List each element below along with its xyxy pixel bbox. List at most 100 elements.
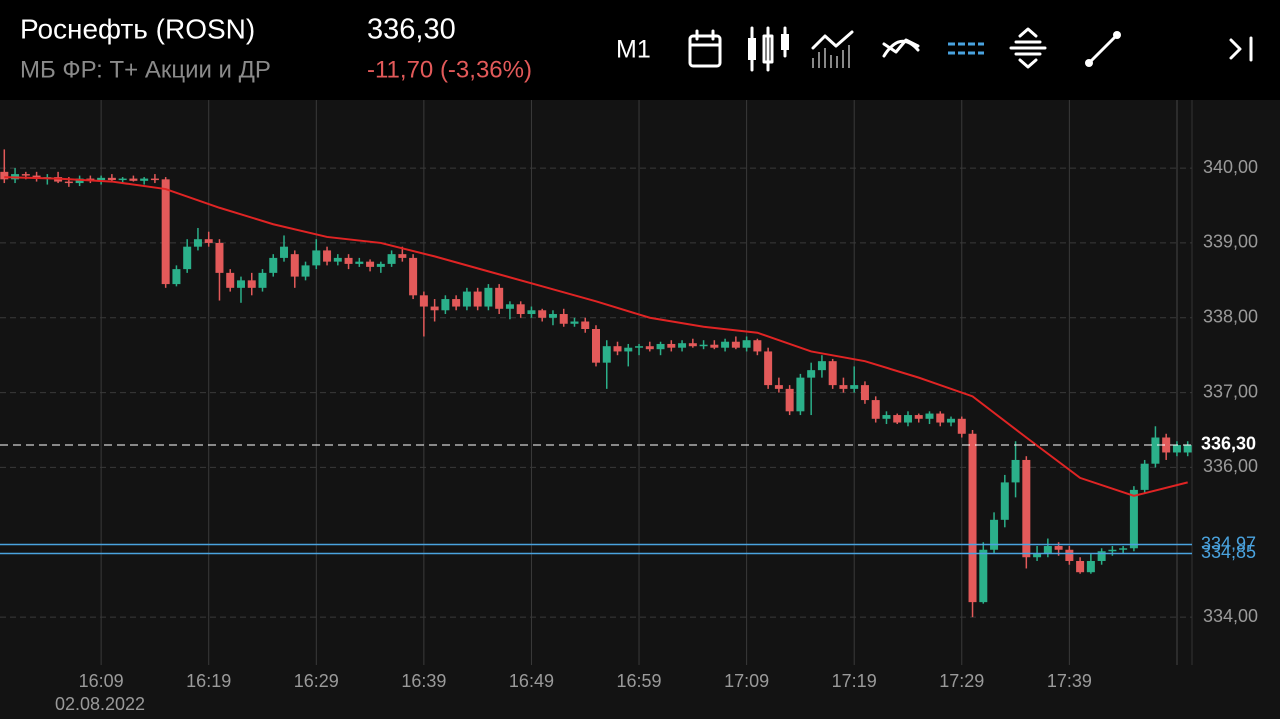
candle-body (893, 415, 902, 423)
candle-body (333, 257, 342, 262)
candle-body (64, 181, 73, 184)
candle-body (774, 385, 783, 389)
candle-body (150, 178, 159, 181)
candle-body (742, 340, 751, 348)
moving-average-line (4, 176, 1188, 497)
candles-icon[interactable] (748, 26, 789, 72)
candle-body (161, 179, 170, 285)
candle-body (1140, 463, 1149, 490)
candle-body (215, 242, 224, 273)
y-tick-label: 336,00 (1203, 456, 1258, 476)
candle-body (678, 343, 687, 348)
candle-body (1129, 489, 1138, 549)
candle-body (355, 261, 364, 264)
candle-body (97, 177, 106, 181)
candle-body (1043, 546, 1052, 554)
candle-body (860, 385, 869, 401)
candle-body (86, 178, 95, 181)
candle-body (785, 388, 794, 412)
candle-body (1119, 548, 1128, 550)
y-tick-label: 334,00 (1203, 606, 1258, 626)
candle-body (936, 413, 945, 423)
candle-body (764, 351, 773, 386)
ticker-title: Роснефть (ROSN) (20, 13, 255, 44)
candle-body (570, 321, 579, 324)
candle-body (731, 341, 740, 348)
candle-body (796, 377, 805, 412)
market-subtitle: МБ ФР: Т+ Акции и ДР (20, 56, 271, 83)
x-tick-label: 17:09 (724, 671, 769, 691)
candle-body (366, 261, 375, 267)
last-price: 336,30 (367, 14, 456, 46)
candle-body (1151, 437, 1160, 464)
candle-body (1076, 560, 1085, 573)
candle-body (699, 344, 708, 347)
candle-body (236, 280, 245, 288)
candle-body (409, 257, 418, 296)
candle-body (968, 433, 977, 603)
candle-body (516, 304, 525, 315)
candle-body (548, 314, 557, 318)
x-tick-label: 16:39 (401, 671, 446, 691)
trendline-icon[interactable] (1085, 31, 1121, 67)
candle-body (183, 246, 192, 270)
candle-body (344, 257, 353, 264)
candle-body (107, 177, 116, 181)
candle-body (323, 250, 332, 262)
price-line-label: 334,97 (1201, 533, 1256, 553)
indicator-icon[interactable] (882, 38, 920, 58)
expand-icon[interactable] (1009, 27, 1047, 69)
candle-body (979, 549, 988, 603)
candle-body (1183, 444, 1192, 453)
y-tick-label: 337,00 (1203, 381, 1258, 401)
candle-body (602, 346, 611, 363)
candle-body (721, 341, 730, 348)
candle-body (1108, 549, 1117, 552)
date-label: 02.08.2022 (55, 694, 145, 714)
x-tick-label: 16:09 (79, 671, 124, 691)
candle-body (441, 299, 450, 311)
x-tick-label: 16:59 (617, 671, 662, 691)
y-tick-label: 340,00 (1203, 157, 1258, 177)
line-chart-icon[interactable] (811, 30, 854, 68)
candle-body (419, 295, 428, 307)
candle-body (1054, 546, 1063, 550)
candle-body (882, 415, 891, 419)
candle-body (75, 178, 84, 184)
candle-body (398, 254, 407, 258)
candle-body (839, 385, 848, 389)
candle-body (710, 344, 719, 348)
x-tick-label: 17:39 (1047, 671, 1092, 691)
candle-body (1033, 553, 1042, 558)
candle-body (538, 310, 547, 318)
candle-body (204, 239, 213, 243)
candle-body (1172, 444, 1181, 453)
candle-body (667, 343, 676, 348)
timeframe-button[interactable]: M1 (616, 36, 651, 64)
y-tick-label: 338,00 (1203, 307, 1258, 327)
level-lines-icon[interactable] (948, 42, 984, 55)
candle-body (581, 321, 590, 329)
candle-body (140, 178, 149, 181)
candle-body (1011, 459, 1020, 483)
candle-body (193, 239, 202, 247)
candle-body (753, 340, 762, 352)
candle-body (1097, 551, 1106, 561)
header-bar (0, 0, 1280, 100)
candle-body (559, 314, 568, 324)
candle-body (430, 306, 439, 311)
scroll-end-icon[interactable] (1229, 36, 1253, 62)
candle-body (850, 385, 859, 389)
candle-body (505, 304, 514, 309)
calendar-icon[interactable] (688, 29, 722, 68)
candle-body (462, 291, 471, 307)
candle-body (226, 272, 235, 288)
candle-body (914, 415, 923, 419)
x-tick-label: 17:19 (832, 671, 877, 691)
candle-body (592, 328, 600, 363)
candle-body (1000, 482, 1009, 520)
x-tick-label: 16:19 (186, 671, 231, 691)
price-change: -11,70 (-3,36%) (367, 56, 532, 83)
candle-body (947, 418, 956, 423)
candle-body (957, 418, 966, 434)
